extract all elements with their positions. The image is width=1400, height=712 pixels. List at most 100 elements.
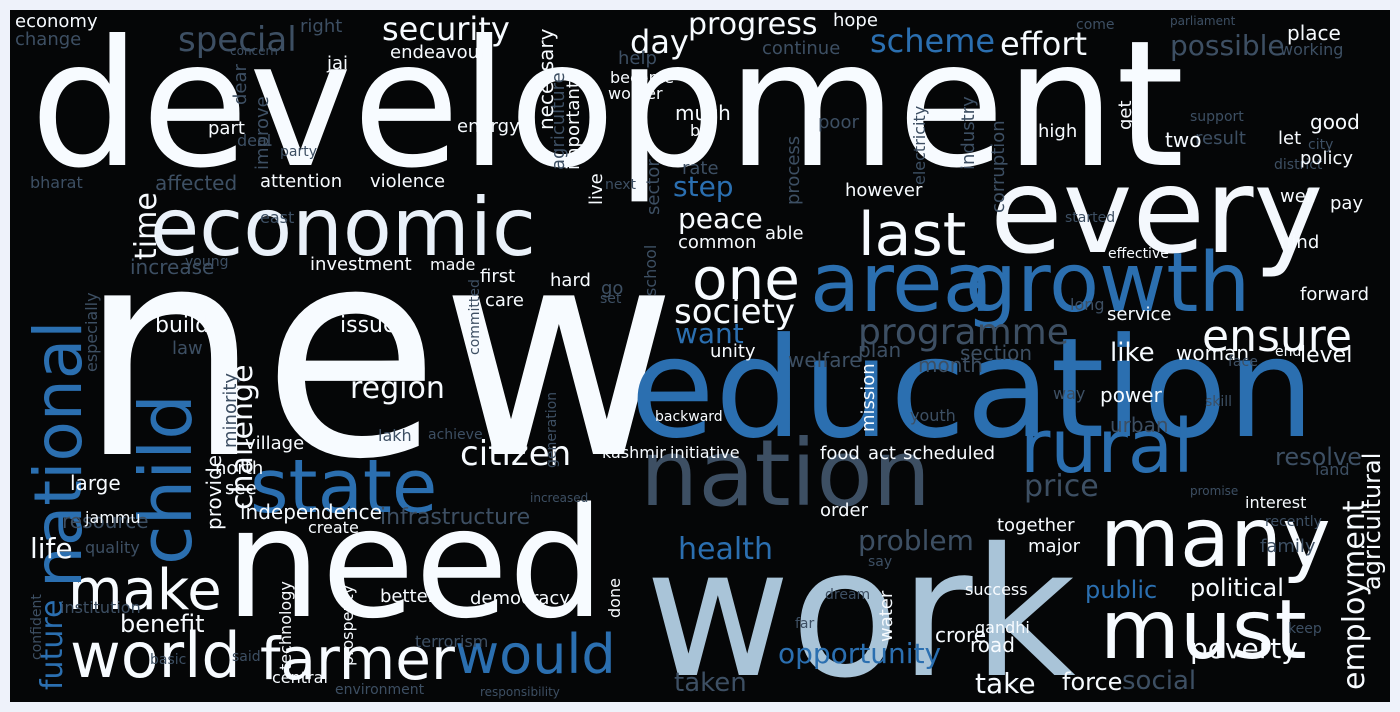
word-affected: affected — [155, 171, 238, 195]
word-rate: rate — [682, 158, 719, 179]
word-programme: programme — [858, 312, 1069, 353]
word-get: get — [1115, 100, 1136, 130]
word-level: level — [1300, 343, 1353, 368]
word-security: security — [382, 10, 510, 48]
word-parliament: parliament — [1170, 14, 1236, 28]
word-must: must — [1100, 583, 1307, 678]
word-education: education — [630, 308, 1315, 469]
word-city: city — [1308, 137, 1334, 153]
word-able: able — [765, 223, 804, 244]
word-necessary: necessary — [534, 28, 558, 130]
word-effort: effort — [1000, 25, 1088, 63]
word-success: success — [965, 580, 1028, 599]
word-month: month — [918, 353, 983, 377]
word-violence: violence — [370, 171, 446, 192]
word-generation: generation — [544, 391, 560, 468]
word-interest: interest — [1245, 493, 1307, 512]
word-energy: energy — [457, 116, 520, 137]
word-nation: nation — [640, 420, 931, 527]
word-process: process — [783, 135, 804, 205]
word-let: let — [1278, 128, 1302, 149]
word-set: set — [600, 291, 622, 307]
word-world: world — [70, 619, 241, 692]
word-industry: industry — [958, 96, 979, 170]
word-care: care — [485, 290, 525, 311]
word-electricity: electricity — [910, 105, 929, 185]
word-health: health — [678, 532, 773, 567]
word-better: better — [380, 586, 436, 607]
word-improve: improve — [252, 96, 273, 170]
word-youth: youth — [910, 406, 956, 425]
word-unity: unity — [710, 341, 756, 362]
word-scheduled: scheduled — [903, 443, 996, 464]
word-social: social — [1122, 666, 1197, 696]
word-come: come — [1076, 17, 1115, 33]
word-public: public — [1085, 576, 1158, 604]
word-issue: issue — [340, 313, 397, 338]
word-peace: peace — [678, 202, 763, 235]
word-scheme: scheme — [870, 22, 996, 60]
word-bill: bill — [690, 121, 714, 140]
word-kashmir: kashmir — [602, 443, 666, 462]
word-increased: increased — [530, 491, 589, 505]
word-next: next — [605, 177, 637, 193]
word-create: create — [308, 518, 359, 537]
word-confident: confident — [29, 594, 45, 660]
word-political: political — [1190, 574, 1284, 602]
word-deal: deal — [237, 131, 272, 150]
word-woman: woman — [1176, 341, 1250, 365]
word-worker: worker — [608, 84, 663, 103]
word-dream: dream — [825, 587, 871, 603]
word-taken: taken — [674, 668, 747, 698]
word-road: road — [970, 633, 1015, 657]
word-place: place — [1287, 21, 1341, 45]
word-force: force — [1062, 668, 1123, 696]
word-region: region — [350, 371, 445, 406]
word-support: support — [1190, 109, 1244, 125]
word-skill: skill — [1205, 394, 1233, 410]
word-institution: institution — [60, 598, 141, 617]
word-done: done — [605, 578, 624, 618]
word-made: made — [430, 255, 476, 274]
word-one: one — [692, 245, 800, 313]
word-cloud: development new education need work every nati… — [10, 10, 1390, 702]
word-like: like — [1110, 338, 1155, 368]
word-face: face — [1228, 354, 1258, 370]
word-continue: continue — [762, 38, 841, 59]
word-area: area — [810, 236, 993, 331]
word-rural: rural — [1020, 404, 1194, 490]
word-school: school — [641, 244, 660, 296]
word-order: order — [820, 500, 868, 521]
word-make: make — [68, 558, 222, 623]
word-responsibility: responsibility — [480, 685, 560, 699]
word-economy: economy — [15, 11, 98, 32]
word-effective: effective — [1108, 246, 1169, 262]
word-resolve: resolve — [1275, 443, 1362, 471]
word-progress: progress — [688, 10, 818, 42]
word-corruption: corruption — [988, 120, 1009, 213]
word-become: become — [610, 68, 675, 87]
word-benefit: benefit — [120, 610, 205, 638]
word-work: work — [645, 510, 1076, 703]
word-terrorism: terrorism — [415, 632, 489, 651]
word-citizen: citizen — [460, 434, 572, 474]
word-live: live — [586, 173, 607, 205]
word-achieve: achieve — [428, 427, 483, 443]
word-district: district — [1274, 157, 1323, 173]
word-large: large — [70, 471, 121, 495]
word-mission: mission — [858, 363, 879, 432]
word-act: act — [868, 443, 896, 464]
word-end: end — [1275, 344, 1302, 360]
word-change: change — [15, 29, 82, 50]
word-jai: jai — [327, 53, 349, 74]
word-state: state — [250, 444, 438, 530]
word-infrastructure: infrastructure — [380, 505, 531, 530]
word-many: many — [1100, 491, 1331, 586]
word-power: power — [1100, 383, 1162, 407]
word-committed: committed — [467, 279, 483, 355]
word-special: special — [178, 20, 297, 60]
word-first: first — [480, 266, 516, 287]
word-increase: increase — [130, 255, 215, 279]
word-endeavour: endeavour — [390, 42, 487, 63]
word-basic: basic — [150, 652, 187, 668]
